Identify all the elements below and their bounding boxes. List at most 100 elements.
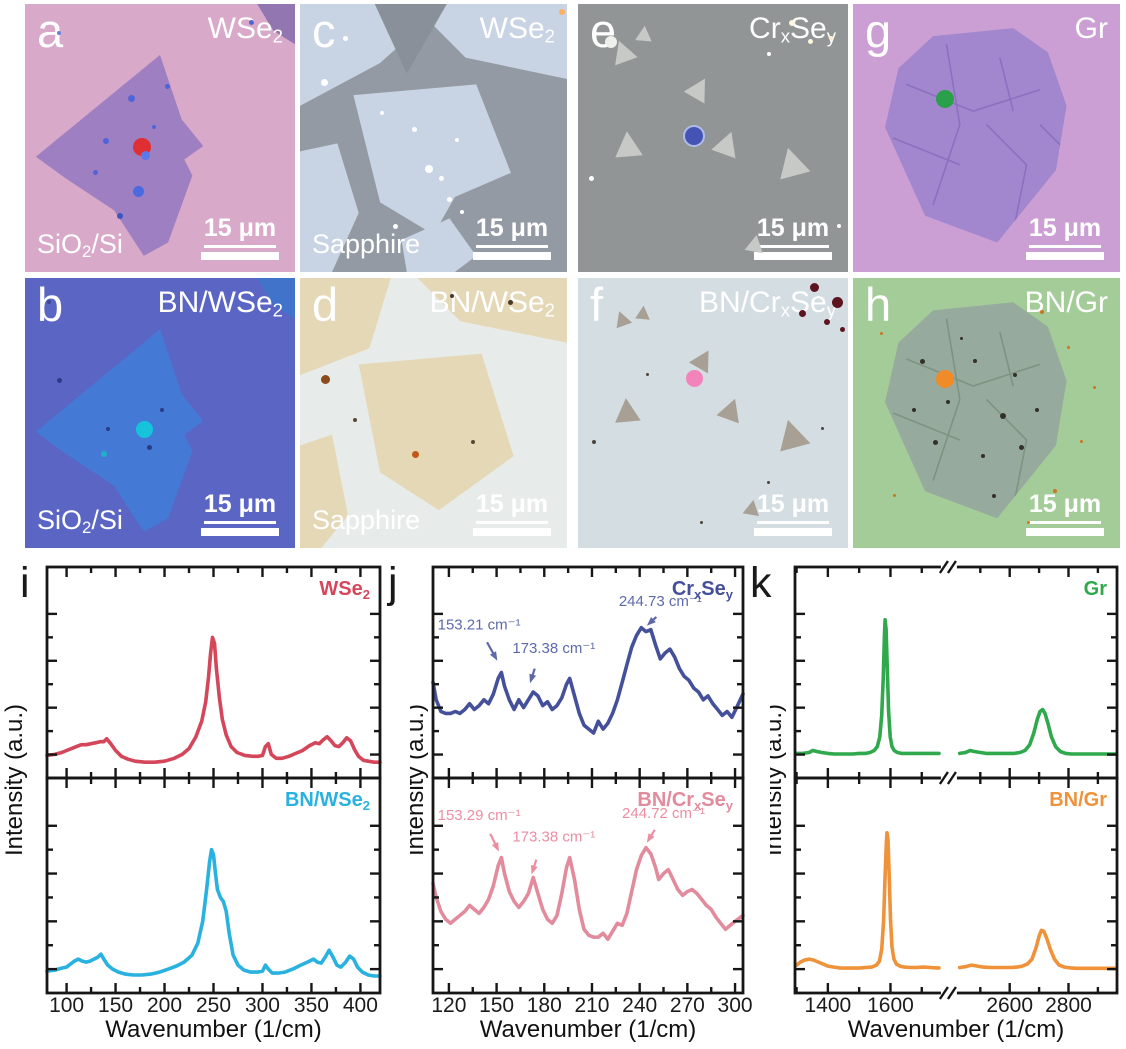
measurement-spot [135,421,153,439]
scale-bar: 15 μm [1026,214,1104,260]
speck [788,20,795,27]
flake-triangle [611,308,634,331]
micro-panel-e: e CrxSey 15 μm [578,4,848,272]
panel-letter: a [37,4,64,57]
x-tick-label: 210 [574,994,609,1017]
scale-bar-line [473,252,551,260]
scale-bar-line [201,528,279,536]
speck [100,450,107,457]
spectrum-curve [431,845,745,942]
speck [460,210,465,215]
spectrum-curve [957,707,1118,756]
x-tick-label: 400 [343,994,378,1017]
x-tick-label: 150 [98,994,133,1017]
scale-bar: 15 μm [473,490,551,536]
speck [446,196,452,202]
substrate-label: SiO2/Si [37,505,123,538]
axis-break-mark [946,560,957,574]
substrate-label: SiO2/Si [37,229,123,262]
panel-letter: c [312,4,336,57]
flake-triangle [771,415,813,457]
legend-label: BN/WSe2 [285,789,370,813]
scale-bar-line [1026,252,1104,260]
material-label: CrxSey [749,12,836,47]
speck [425,164,434,173]
micro-panel-h: h BN/Gr 15 μm [853,278,1120,548]
panel-letter: f [590,278,604,331]
speck [106,426,110,431]
raman-spectra-row: i j k WSe2 BN/WSe2 100 150 200 250 300 350 400 Wa… [0,560,1126,1049]
axis-break-gap [940,773,957,783]
spectrum-curve [45,847,382,978]
speck [380,111,385,116]
panel-letter: k [750,559,772,607]
speck [165,84,171,90]
x-tick-label: 240 [622,994,657,1017]
panel-letter: e [590,4,617,57]
micro-panel-d: d BN/WSe2 Sapphire 15 μm [300,278,567,548]
axis-break-mark [946,771,957,785]
axis-break-mark [938,771,949,785]
speck [1039,310,1044,315]
peak-annotation: 153.29 cm⁻¹ [438,807,521,824]
material-label: Gr [1074,12,1108,45]
x-axis-title: Wavenumber (1/cm) [848,1016,1065,1043]
micro-panel-a: a WSe2 SiO2/Si 15 μm [25,4,295,272]
measurement-spot [683,124,706,147]
material-label: WSe2 [479,12,555,47]
material-label: WSe2 [207,12,283,47]
peak-annotation: 173.38 cm⁻¹ [512,829,595,846]
panel-letter: h [865,278,892,331]
raman-chart-wse2: WSe2 BN/WSe2 100 150 200 250 300 350 400 Wavenumb… [1,565,382,1043]
annotation-arrowhead [646,833,655,843]
annotation-arrowhead [529,673,537,684]
material-label: BN/Gr [1024,286,1108,319]
speck [412,450,420,458]
legend-label: Gr [1084,578,1108,600]
spectrum-curve [794,617,941,756]
speck [999,413,1006,419]
speck [57,30,62,35]
peak-annotation: 173.38 cm⁻¹ [512,640,595,657]
speck [767,52,771,57]
x-axis-title: Wavenumber (1/cm) [105,1016,322,1043]
material-label: BN/CrxSey [699,286,836,321]
x-tick-label: 100 [49,994,84,1017]
speck [454,138,459,142]
substrate-label: Sapphire [312,229,421,259]
panel-letter: g [865,4,892,57]
legend-label: BN/Gr [1049,789,1107,811]
y-axis-title: Intensity (a.u.) [410,704,429,856]
scale-bar-line [1026,528,1104,536]
x-tick-label: 350 [294,994,329,1017]
legend-label: WSe2 [319,578,370,602]
y-axis-title: Intensity (a.u.) [770,704,787,856]
speck [508,299,514,305]
scale-bar-line [754,528,832,536]
speck [959,337,963,341]
spectrum-curve [957,928,1118,971]
speck [588,175,594,181]
speck [46,299,51,304]
speck [412,127,418,133]
micro-panel-f: f BN/CrxSey 15 μm [578,278,848,548]
axis-break-gap [940,988,957,998]
speck [438,175,444,181]
speck [116,213,123,220]
legend-label: BN/CrxSey [637,789,733,813]
speck [1093,386,1097,389]
speck [133,186,144,198]
speck [353,418,358,423]
speck [973,359,978,363]
x-tick-label: 250 [196,994,231,1017]
speck [837,223,842,228]
wrinkle-lines [892,44,1067,232]
scale-bar: 15 μm [473,214,551,260]
speck [127,95,135,103]
micro-panel-b: b BN/WSe2 SiO2/Si 15 μm [25,278,295,548]
speck [1066,345,1070,349]
annotation-arrowhead [489,651,498,661]
flake-triangle [612,129,645,162]
speck [1053,488,1058,493]
